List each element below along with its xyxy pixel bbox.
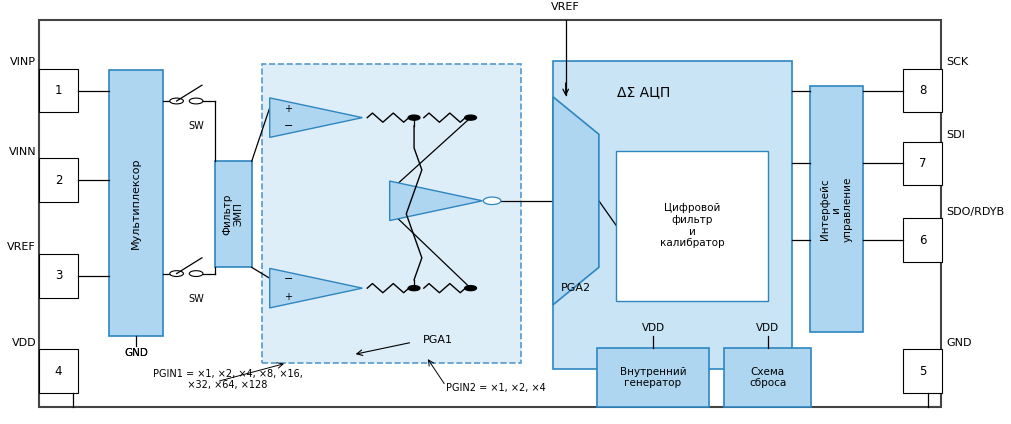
Polygon shape <box>553 97 599 305</box>
Text: −: − <box>283 274 293 285</box>
Bar <box>903 218 942 262</box>
Text: 7: 7 <box>919 157 926 170</box>
Bar <box>214 161 252 268</box>
Bar <box>109 70 163 336</box>
Text: 2: 2 <box>55 173 63 187</box>
Circle shape <box>465 286 476 290</box>
Text: PGIN1 = ×1, ×2, ×4, ×8, ×16,
           ×32, ×64, ×128: PGIN1 = ×1, ×2, ×4, ×8, ×16, ×32, ×64, ×… <box>154 369 303 391</box>
Circle shape <box>408 286 420 290</box>
Text: SCK: SCK <box>946 57 969 67</box>
Bar <box>810 86 863 332</box>
Text: Интерфейс
и
управление: Интерфейс и управление <box>820 176 853 242</box>
Bar <box>39 158 78 202</box>
Text: VDD: VDD <box>641 324 664 334</box>
Bar <box>903 349 942 393</box>
Bar <box>596 349 709 407</box>
Text: Мультиплексор: Мультиплексор <box>131 157 142 248</box>
Text: 1: 1 <box>55 84 63 97</box>
Circle shape <box>189 271 203 276</box>
Bar <box>903 69 942 112</box>
Text: SDI: SDI <box>946 130 964 140</box>
Text: Схема
сброса: Схема сброса <box>749 367 787 388</box>
Polygon shape <box>270 268 362 308</box>
Text: VINP: VINP <box>10 57 36 67</box>
Bar <box>39 69 78 112</box>
Text: PGA2: PGA2 <box>561 283 591 293</box>
Text: PGA1: PGA1 <box>424 335 453 345</box>
Text: SDO/RDYB: SDO/RDYB <box>946 207 1004 217</box>
Text: VDD: VDD <box>11 338 36 348</box>
Text: VDD: VDD <box>756 324 779 334</box>
Circle shape <box>170 271 183 276</box>
Text: 4: 4 <box>55 365 63 378</box>
Text: Внутренний
генератор: Внутренний генератор <box>620 367 686 388</box>
Circle shape <box>483 197 500 204</box>
Circle shape <box>189 98 203 104</box>
Polygon shape <box>270 98 362 137</box>
Text: 3: 3 <box>55 269 63 282</box>
Text: −: − <box>283 121 293 131</box>
Text: VREF: VREF <box>7 243 36 252</box>
Text: 5: 5 <box>919 365 926 378</box>
Bar <box>39 349 78 393</box>
Text: Цифровой
фильтр
и
калибратор: Цифровой фильтр и калибратор <box>660 204 724 248</box>
Text: 6: 6 <box>919 234 926 247</box>
Bar <box>903 142 942 185</box>
Bar <box>263 64 521 363</box>
Text: 8: 8 <box>919 84 926 97</box>
Text: +: + <box>284 104 292 114</box>
Text: GND: GND <box>946 338 972 348</box>
Text: VINN: VINN <box>8 147 36 157</box>
Circle shape <box>465 115 476 120</box>
Text: GND: GND <box>124 348 148 357</box>
Circle shape <box>408 115 420 120</box>
Bar <box>724 349 812 407</box>
Text: Фильтр
ЭМП: Фильтр ЭМП <box>222 194 244 235</box>
Text: GND: GND <box>124 348 148 357</box>
Polygon shape <box>389 181 482 220</box>
Bar <box>553 61 792 369</box>
Text: SW: SW <box>188 293 204 304</box>
Circle shape <box>170 98 183 104</box>
Text: SW: SW <box>188 121 204 131</box>
Text: +: + <box>284 292 292 302</box>
Bar <box>617 151 767 301</box>
Text: ΔΣ АЦП: ΔΣ АЦП <box>617 86 670 100</box>
Text: VREF: VREF <box>551 2 580 11</box>
Bar <box>39 254 78 298</box>
Text: PGIN2 = ×1, ×2, ×4: PGIN2 = ×1, ×2, ×4 <box>446 383 546 393</box>
